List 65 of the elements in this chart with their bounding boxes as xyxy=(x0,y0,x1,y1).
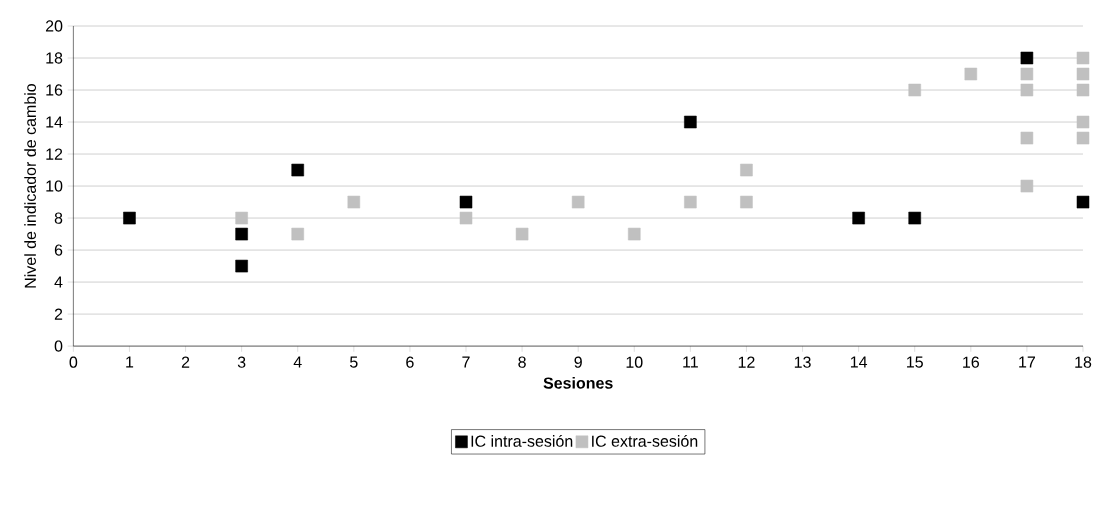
point xyxy=(291,163,304,177)
y-tick-label: 8 xyxy=(54,212,63,224)
y-axis-title: Nivel de indicador de cambio xyxy=(24,83,36,288)
point xyxy=(1020,131,1034,145)
y-tick-label: 10 xyxy=(46,180,63,192)
y-tick-label: 6 xyxy=(54,244,63,256)
point xyxy=(1020,67,1034,81)
x-tick-label: 16 xyxy=(963,356,980,368)
x-tick-label: 3 xyxy=(237,356,246,368)
point xyxy=(1076,195,1090,209)
point xyxy=(459,195,473,209)
point xyxy=(684,195,697,209)
point xyxy=(1020,179,1034,193)
point xyxy=(235,227,248,241)
y-tick-label: 2 xyxy=(54,308,63,320)
y-tick-label: 14 xyxy=(46,116,63,128)
legend-label: IC extra-sesión xyxy=(592,434,698,447)
point xyxy=(740,163,753,177)
point xyxy=(235,259,248,273)
x-tick-label: 13 xyxy=(794,356,811,368)
point xyxy=(571,195,585,209)
point xyxy=(1020,51,1034,65)
point xyxy=(740,195,753,209)
point xyxy=(1020,83,1034,97)
point xyxy=(1076,131,1090,145)
x-tick-label: 18 xyxy=(1075,356,1092,368)
x-tick-label: 11 xyxy=(683,356,698,368)
y-tick-label: 20 xyxy=(45,20,63,32)
y-tick-label: 0 xyxy=(54,340,63,352)
x-tick-label: 8 xyxy=(518,356,526,368)
x-tick-label: 0 xyxy=(69,356,78,368)
x-axis-title: Sesiones xyxy=(543,376,613,389)
x-tick-label: 6 xyxy=(406,356,414,368)
point xyxy=(1076,51,1090,65)
x-tick-label: 9 xyxy=(574,356,582,368)
x-tick-label: 15 xyxy=(907,356,923,368)
point xyxy=(852,211,865,225)
x-tick-label: 2 xyxy=(181,356,190,368)
x-tick-label: 17 xyxy=(1019,356,1035,368)
x-tick-label: 12 xyxy=(738,356,755,368)
y-tick-label: 12 xyxy=(46,148,63,160)
point xyxy=(459,211,473,225)
x-tick-label: 14 xyxy=(850,356,868,368)
y-tick-label: 4 xyxy=(54,276,63,288)
point xyxy=(515,227,529,241)
x-tick-label: 10 xyxy=(626,356,643,368)
point xyxy=(908,83,921,97)
point xyxy=(1076,115,1090,129)
y-tick-label: 16 xyxy=(46,84,63,96)
point xyxy=(1076,67,1090,81)
point xyxy=(347,195,361,209)
x-tick-label: 5 xyxy=(350,356,358,368)
point xyxy=(235,211,248,225)
point xyxy=(684,115,697,129)
point xyxy=(123,211,136,225)
point xyxy=(291,227,304,241)
point xyxy=(908,211,921,225)
point xyxy=(964,67,978,81)
x-tick-label: 4 xyxy=(293,356,302,368)
point xyxy=(1076,83,1090,97)
point xyxy=(628,227,641,241)
legend-label: IC intra-sesión xyxy=(471,434,573,447)
x-tick-label: 7 xyxy=(462,356,470,368)
y-tick-label: 18 xyxy=(46,52,63,64)
x-tick-label: 1 xyxy=(126,356,134,368)
